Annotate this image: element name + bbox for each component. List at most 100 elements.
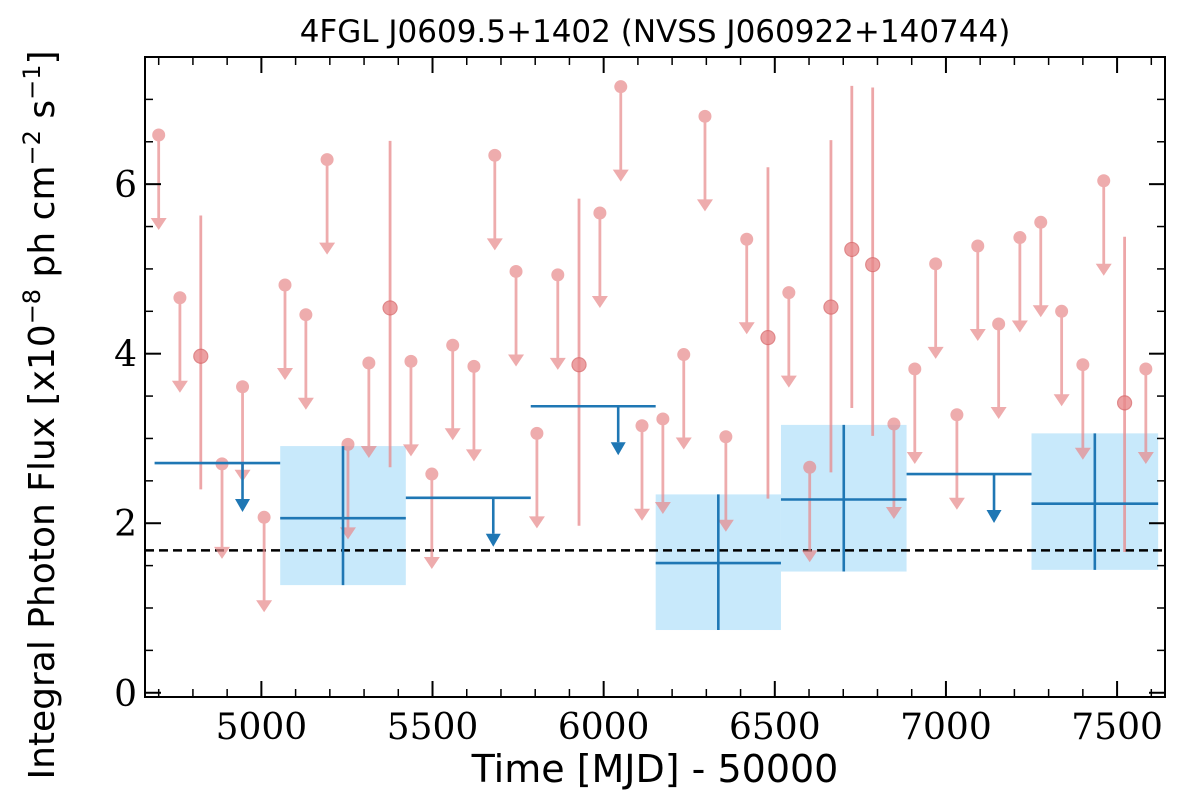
monthly-upper-limit-marker-17 xyxy=(551,268,565,282)
monthly-upper-limit-0 xyxy=(150,128,167,230)
monthly-upper-limit-marker-16 xyxy=(530,426,544,440)
monthly-upper-limit-arrow-32 xyxy=(969,329,986,342)
monthly-upper-limit-16 xyxy=(528,426,545,529)
plot-area: 5000 5500 6000 6500 7000 7500 0 2 4 6 xyxy=(114,56,1166,748)
monthly-upper-limit-arrow-29 xyxy=(906,451,923,464)
yearly-upper-limit-1 xyxy=(405,496,531,547)
y-axis-label-unit: ph cm xyxy=(22,165,63,288)
monthly-detection-2 xyxy=(571,198,587,526)
monthly-upper-limit-marker-35 xyxy=(1034,215,1048,229)
monthly-upper-limit-arrow-0 xyxy=(150,217,167,230)
monthly-detection-7 xyxy=(1117,236,1133,553)
monthly-upper-limit-arrow-10 xyxy=(402,444,419,457)
x-tick-label-5: 7500 xyxy=(1071,707,1163,748)
monthly-upper-limit-arrow-9 xyxy=(360,446,377,459)
monthly-upper-limit-arrow-16 xyxy=(528,516,545,529)
monthly-upper-limit-arrow-15 xyxy=(508,354,525,367)
monthly-upper-limit-arrow-7 xyxy=(319,242,336,255)
monthly-upper-limit-marker-11 xyxy=(425,467,439,481)
monthly-upper-limit-arrow-17 xyxy=(549,357,566,370)
monthly-upper-limit-1 xyxy=(171,291,188,393)
monthly-upper-limit-38 xyxy=(1095,174,1112,276)
monthly-upper-limit-19 xyxy=(612,80,629,182)
monthly-upper-limit-10 xyxy=(402,354,419,457)
y-axis-label-exponent-2: −2 xyxy=(18,130,46,165)
monthly-upper-limit-arrow-33 xyxy=(990,407,1007,420)
yearly-upper-limit-arrow-2 xyxy=(610,442,626,456)
monthly-detection-marker-2 xyxy=(571,357,587,373)
monthly-upper-limit-marker-19 xyxy=(614,80,628,94)
monthly-upper-limit-arrow-25 xyxy=(738,322,755,335)
monthly-detection-marker-4 xyxy=(823,299,839,315)
x-axis-label: Time [MJD] - 50000 xyxy=(471,747,839,791)
monthly-upper-limit-arrow-11 xyxy=(423,557,440,570)
monthly-upper-limit-arrow-22 xyxy=(675,437,692,450)
monthly-upper-limit-26 xyxy=(780,286,797,388)
monthly-detection-marker-3 xyxy=(760,329,776,346)
monthly-upper-limit-7 xyxy=(319,153,336,255)
monthly-upper-limit-23 xyxy=(696,109,713,212)
monthly-upper-limit-marker-25 xyxy=(740,232,754,246)
monthly-upper-limit-marker-23 xyxy=(698,109,712,123)
monthly-upper-limit-35 xyxy=(1032,215,1049,318)
monthly-upper-limit-arrow-6 xyxy=(297,397,314,410)
yearly-upper-limit-arrow-1 xyxy=(485,533,501,547)
monthly-upper-limit-marker-22 xyxy=(677,348,691,362)
monthly-upper-limit-marker-3 xyxy=(236,380,250,394)
monthly-upper-limit-arrow-34 xyxy=(1011,320,1028,333)
yearly-upper-limit-2 xyxy=(530,404,656,456)
monthly-upper-limit-arrow-4 xyxy=(256,600,273,613)
y-axis-label-main: Integral Photon Flux [x10 xyxy=(22,324,63,779)
monthly-upper-limit-28 xyxy=(885,417,902,520)
monthly-upper-limit-arrow-13 xyxy=(465,449,482,462)
monthly-detection-marker-1 xyxy=(382,300,398,316)
monthly-detection-marker-7 xyxy=(1117,395,1133,411)
monthly-upper-limit-arrow-35 xyxy=(1032,305,1049,318)
monthly-upper-limit-arrow-27 xyxy=(801,550,818,563)
monthly-upper-limit-arrow-30 xyxy=(927,346,944,359)
x-tick-label-0: 5000 xyxy=(216,707,308,748)
monthly-upper-limit-marker-1 xyxy=(173,291,187,305)
monthly-upper-limit-marker-38 xyxy=(1097,174,1111,188)
monthly-upper-limit-17 xyxy=(549,268,566,370)
monthly-upper-limit-marker-39 xyxy=(1139,362,1153,376)
yearly-detection-3 xyxy=(1031,433,1159,570)
monthly-upper-limit-37 xyxy=(1074,358,1091,460)
yearly-detection-1 xyxy=(655,494,781,631)
monthly-upper-limit-marker-8 xyxy=(341,437,355,451)
monthly-upper-limit-5 xyxy=(276,278,293,381)
monthly-detection-1 xyxy=(382,140,398,468)
y-tick-label-1: 2 xyxy=(114,504,137,545)
monthly-upper-limit-arrow-18 xyxy=(591,295,608,308)
monthly-upper-limit-arrow-5 xyxy=(276,368,293,381)
monthly-upper-limit-arrow-14 xyxy=(486,238,503,251)
monthly-upper-limit-arrow-12 xyxy=(444,428,461,441)
monthly-detection-0 xyxy=(193,215,209,490)
monthly-upper-limit-arrow-26 xyxy=(780,375,797,388)
monthly-upper-limit-marker-21 xyxy=(656,412,670,426)
chart-title: 4FGL J0609.5+1402 (NVSS J060922+140744) xyxy=(300,14,1011,50)
yearly-upper-limit-3 xyxy=(906,472,1032,524)
monthly-upper-limit-20 xyxy=(633,419,650,521)
monthly-detection-5 xyxy=(844,85,860,408)
monthly-upper-limit-marker-5 xyxy=(278,278,292,292)
monthly-upper-limit-marker-6 xyxy=(299,308,313,322)
monthly-upper-limit-13 xyxy=(465,359,482,462)
monthly-detection-4 xyxy=(823,140,839,473)
y-tick-label-2: 4 xyxy=(114,335,137,376)
y-axis-label-close: ] xyxy=(22,50,63,64)
monthly-upper-limit-marker-18 xyxy=(593,206,607,220)
monthly-upper-limit-24 xyxy=(717,430,734,532)
monthly-upper-limit-marker-13 xyxy=(467,359,481,373)
monthly-upper-limit-arrow-21 xyxy=(654,501,671,514)
monthly-upper-limit-11 xyxy=(423,467,440,570)
monthly-upper-limit-arrow-28 xyxy=(885,507,902,520)
monthly-upper-limit-12 xyxy=(444,338,461,441)
y-tick-label-0: 0 xyxy=(114,674,137,715)
monthly-upper-limit-15 xyxy=(508,264,525,367)
monthly-upper-limit-marker-4 xyxy=(257,510,271,524)
monthly-upper-limit-marker-30 xyxy=(929,257,943,271)
x-tick-label-3: 6500 xyxy=(729,707,821,748)
monthly-upper-limit-arrow-31 xyxy=(948,497,965,510)
